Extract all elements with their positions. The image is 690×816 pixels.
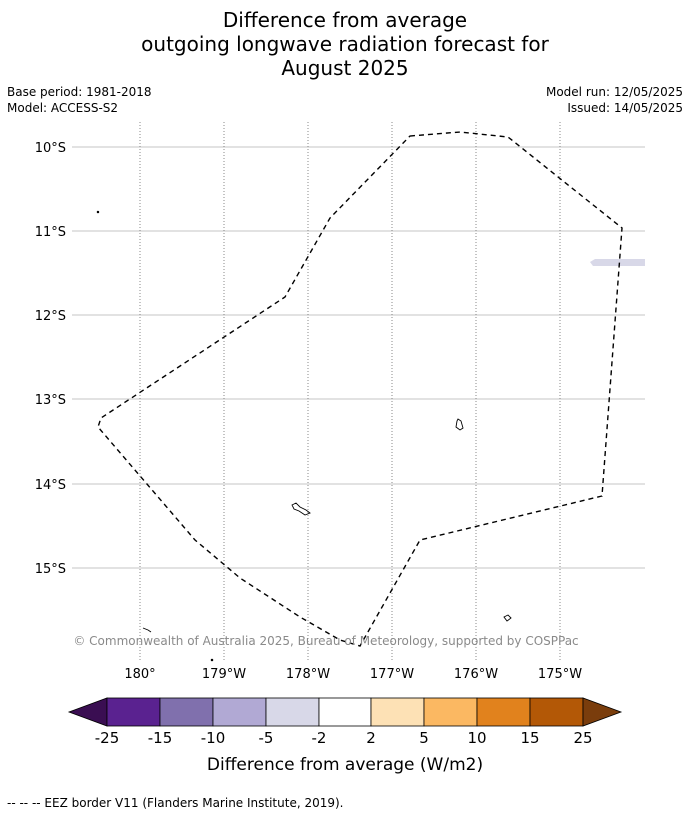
lon-label: 180° — [124, 667, 155, 682]
colorbar-tick: -25 — [95, 729, 120, 747]
colorbar-extend-high — [582, 697, 623, 727]
title-line-2: outgoing longwave radiation forecast for — [141, 32, 549, 56]
lon-label: 179°W — [202, 667, 246, 682]
island — [210, 658, 214, 662]
colorbar-swatch — [476, 697, 531, 727]
colorbar-tick: 5 — [419, 729, 429, 747]
lon-label: 178°W — [286, 667, 330, 682]
island — [291, 502, 311, 516]
colorbar-tick: -5 — [259, 729, 274, 747]
colorbar-label: Difference from average (W/m2) — [207, 755, 483, 775]
lon-label: 177°W — [370, 667, 414, 682]
colorbar-tick: -15 — [148, 729, 173, 747]
island — [142, 627, 152, 633]
colorbar-swatch — [212, 697, 267, 727]
lon-gridlines — [139, 122, 561, 660]
colorbar-swatch — [370, 697, 425, 727]
colorbar — [67, 697, 623, 727]
lat-label: 14°S — [35, 478, 66, 493]
colorbar-ticks: -25 -15 -10 -5 -2 2 5 10 15 25 — [95, 729, 593, 747]
lat-label: 13°S — [35, 393, 66, 408]
model-run: Model run: 12/05/2025 — [545, 85, 683, 99]
lon-labels: 180° 179°W 178°W 177°W 176°W 175°W — [124, 667, 582, 682]
model-name: Model: ACCESS-S2 — [7, 101, 119, 115]
title-line-1: Difference from average — [222, 8, 468, 32]
map-title: Difference from average outgoing longwav… — [0, 8, 690, 80]
meta-left: Base period: 1981-2018 Model: ACCESS-S2 — [7, 84, 152, 116]
colorbar-tick: -10 — [201, 729, 226, 747]
island — [96, 210, 100, 214]
colorbar-extend-low — [67, 697, 108, 727]
lat-gridlines — [72, 146, 645, 569]
colorbar-tick: 25 — [573, 729, 592, 747]
attribution-text: © Commonwealth of Australia 2025, Bureau… — [73, 634, 578, 648]
colorbar-tick: 15 — [520, 729, 539, 747]
colorbar-swatch — [423, 697, 478, 727]
meta-right: Model run: 12/05/2025 Issued: 14/05/2025 — [546, 84, 683, 116]
colorbar-swatch — [318, 697, 372, 727]
lat-label: 11°S — [35, 225, 66, 240]
lon-label: 175°W — [538, 667, 582, 682]
islands — [96, 210, 512, 662]
colorbar-swatch — [106, 697, 161, 727]
lat-label: 12°S — [35, 309, 66, 324]
colorbar-swatch — [159, 697, 214, 727]
eez-legend: -- -- -- EEZ border V11 (Flanders Marine… — [7, 796, 344, 810]
lat-label: 10°S — [35, 141, 66, 156]
eez-border — [97, 131, 623, 647]
island — [455, 418, 464, 431]
island — [503, 614, 512, 622]
colorbar-swatch — [265, 697, 320, 727]
lat-labels: 10°S 11°S 12°S 13°S 14°S 15°S — [35, 141, 66, 577]
anomaly-patch — [590, 259, 645, 266]
lon-label: 176°W — [454, 667, 498, 682]
colorbar-tick: 2 — [366, 729, 376, 747]
colorbar-swatch — [529, 697, 584, 727]
issued-date: Issued: 14/05/2025 — [567, 101, 683, 115]
colorbar-tick: 10 — [467, 729, 486, 747]
colorbar-tick: -2 — [312, 729, 327, 747]
base-period: Base period: 1981-2018 — [7, 85, 152, 99]
lat-label: 15°S — [35, 562, 66, 577]
title-line-3: August 2025 — [281, 56, 409, 80]
